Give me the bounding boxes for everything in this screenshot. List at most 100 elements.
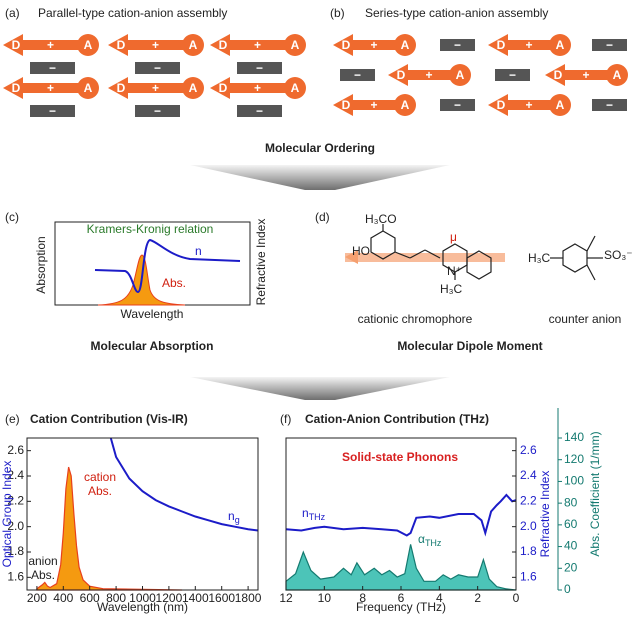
molecule <box>370 224 603 281</box>
x-tick-label: 1000 <box>129 591 156 605</box>
annotation: ng <box>228 509 240 525</box>
anion <box>135 105 180 117</box>
anion <box>237 62 282 74</box>
y-axis-label: Optical Group Index <box>0 461 14 568</box>
arrow-shaft <box>555 70 617 80</box>
dipole-band <box>345 253 505 262</box>
line <box>285 493 517 537</box>
area <box>36 466 183 591</box>
acceptor <box>394 34 416 56</box>
arrow-head <box>108 77 128 99</box>
charge-label: + <box>152 81 159 95</box>
acceptor-label: A <box>291 38 300 52</box>
y-tick-label: 2.4 <box>7 468 24 482</box>
charge-label: − <box>154 104 161 118</box>
charge-label: − <box>49 61 56 75</box>
x-tick-label: 1200 <box>156 591 183 605</box>
charge-label: + <box>152 38 159 52</box>
arrow-shaft <box>220 83 295 93</box>
acceptor <box>394 94 416 116</box>
axis-label: Wavelength <box>121 307 184 321</box>
chem-label: SO₃⁻ <box>604 248 633 262</box>
charge-label: − <box>154 61 161 75</box>
mu-label: μ <box>450 230 457 244</box>
x-tick-label: 200 <box>27 591 47 605</box>
axis-label: Refractive Index <box>254 219 268 306</box>
section-title: Molecular Ordering <box>265 141 375 155</box>
x-tick-label: 1800 <box>235 591 262 605</box>
annotation: anion <box>28 554 57 568</box>
donor-label: D <box>342 38 351 52</box>
panel-caption: Molecular Dipole Moment <box>397 339 542 353</box>
charge-label: + <box>254 81 261 95</box>
acceptor-label: A <box>456 68 465 82</box>
y-tick-label: 2.4 <box>520 468 537 482</box>
n-label: n <box>195 244 202 258</box>
charge-label: − <box>454 98 461 112</box>
charge-label: + <box>254 38 261 52</box>
y-tick-label: 2.6 <box>520 443 537 457</box>
y-tick-label: 2.6 <box>7 443 24 457</box>
x-axis-label: Frequency (THz) <box>356 600 446 614</box>
molecule-label: counter anion <box>549 312 622 326</box>
chem-label: H₃CO <box>365 212 397 226</box>
x-tick-label: 400 <box>53 591 73 605</box>
acceptor-label: A <box>613 68 622 82</box>
acceptor-label: A <box>401 38 410 52</box>
x-tick-label: 4 <box>436 591 443 605</box>
charge-label: + <box>525 98 532 112</box>
arrow-shaft <box>118 83 193 93</box>
charge-label: + <box>525 38 532 52</box>
charge-label: − <box>454 38 461 52</box>
donor-label: D <box>497 38 506 52</box>
arrow-shaft <box>498 100 560 110</box>
anion <box>440 39 475 51</box>
assemblies: D + A − D + A − D + A − D + A − D + A − D + A − D + A − D + A − D + A − D + A −… <box>3 34 628 118</box>
arrow-head <box>210 77 230 99</box>
area <box>285 544 517 591</box>
y-tick-label: 2.0 <box>7 519 24 533</box>
chart-title: Cation Contribution (Vis-IR) <box>30 412 188 426</box>
charge-label: − <box>606 38 613 52</box>
acceptor <box>549 34 571 56</box>
charge-label: − <box>606 98 613 112</box>
annotation: αTHz <box>418 532 442 548</box>
annotation: nTHz <box>302 506 326 522</box>
y2-axis-label: Abs. Coefficient (1/mm) <box>588 431 602 556</box>
y2-tick-label: 120 <box>564 452 584 466</box>
dipole-head <box>345 250 358 264</box>
panel-label: (d) <box>315 210 330 224</box>
y-tick-label: 2.0 <box>520 519 537 533</box>
line <box>109 437 259 532</box>
charge-label: + <box>47 38 54 52</box>
annotation: cation <box>84 470 116 484</box>
donor-label: D <box>219 38 228 52</box>
panel-label: (f) <box>280 412 291 426</box>
charts: (e) Cation Contribution (Vis-IR) 200 400 600… <box>0 408 602 614</box>
charge-label: + <box>582 68 589 82</box>
acceptor-label: A <box>291 81 300 95</box>
y-tick-label: 1.6 <box>7 570 24 584</box>
anion <box>495 69 530 81</box>
charge-label: + <box>47 81 54 95</box>
y-tick-label: 2.2 <box>520 494 537 508</box>
panel-label: (e) <box>5 412 20 426</box>
chem-label: H₃C <box>528 251 551 265</box>
x-tick-label: 800 <box>106 591 126 605</box>
x-tick-label: 600 <box>80 591 100 605</box>
chart-title: Cation-Anion Contribution (THz) <box>305 412 489 426</box>
arrow-head <box>545 64 565 86</box>
y2-tick-label: 80 <box>564 495 578 509</box>
donor-label: D <box>397 68 406 82</box>
arrow-shaft <box>13 40 88 50</box>
acceptor <box>182 34 204 56</box>
y2-tick-label: 0 <box>564 582 571 596</box>
annotation-sub: THz <box>309 512 326 522</box>
x-tick-label: 2 <box>474 591 481 605</box>
donor-label: D <box>117 38 126 52</box>
arrow-head <box>210 34 230 56</box>
donor-label: D <box>497 98 506 112</box>
charge-label: − <box>49 104 56 118</box>
annotation-sub: THz <box>425 538 442 548</box>
